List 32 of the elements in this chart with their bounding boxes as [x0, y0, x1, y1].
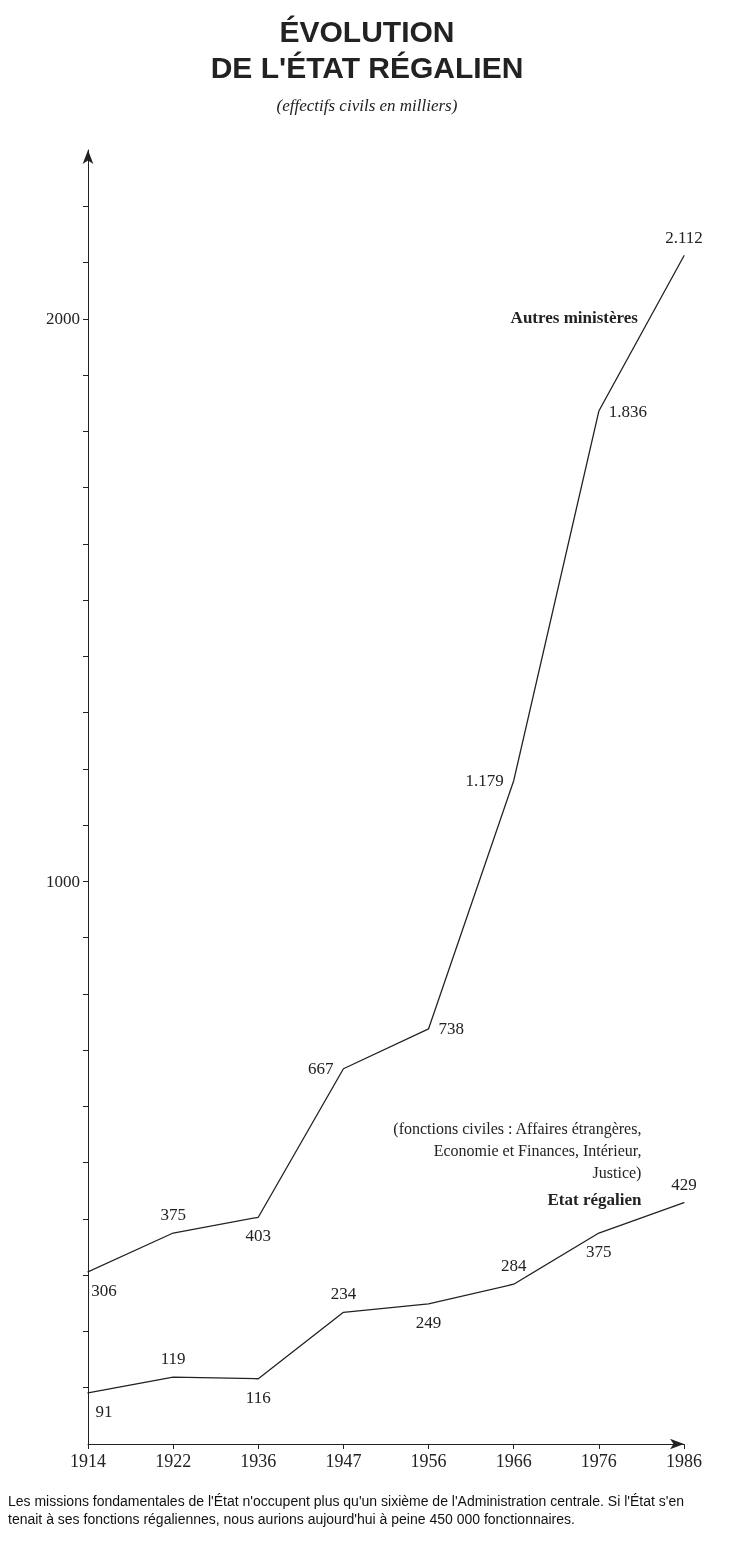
data-label: 91 [95, 1401, 113, 1421]
x-tick-label: 1936 [240, 1451, 277, 1471]
data-label: 667 [307, 1059, 334, 1079]
chart-title: ÉVOLUTION DE L'ÉTAT RÉGALIEN [210, 14, 524, 84]
x-tick-label: 1976 [580, 1451, 617, 1471]
y-tick-label: 1000 [46, 871, 80, 891]
data-label: 738 [438, 1019, 465, 1039]
chart-subtitle: (effectifs civils en milliers) [276, 96, 458, 115]
series-label: Etat régalien [547, 1189, 642, 1209]
data-label: 403 [245, 1226, 272, 1246]
data-label: 119 [160, 1349, 186, 1369]
x-tick-label: 1947 [325, 1451, 362, 1471]
annotation: (fonctions civiles : Affaires étrangères, Economie et Finances, Intérieur, Justice) [393, 1120, 642, 1183]
data-label: 375 [586, 1242, 612, 1262]
data-label: 249 [415, 1312, 442, 1332]
data-label: 284 [500, 1256, 527, 1276]
data-label: 1.179 [465, 771, 504, 791]
data-label: 1.836 [608, 401, 648, 421]
x-tick-label: 1966 [495, 1451, 532, 1471]
data-label: 116 [245, 1387, 271, 1407]
x-tick-label: 1986 [666, 1451, 702, 1471]
x-tick-label: 1914 [70, 1451, 106, 1471]
x-tick-label: 1922 [155, 1451, 192, 1471]
text: Les missions fondamentales de l'État n'occupent plus qu'un sixième de l'Administration centrale. Si l'État s'en tenait à ses fonctions régaliennes, nous aurions aujourd'hui à peine 450 000 fonctionnaires. [8, 1493, 688, 1527]
y-tick-label: 2000 [46, 309, 80, 329]
data-label: 429 [671, 1174, 697, 1194]
series-label: Autres ministères [510, 308, 639, 328]
data-label: 306 [91, 1280, 117, 1300]
data-label: 234 [330, 1284, 357, 1304]
data-label: 375 [160, 1205, 186, 1225]
data-label: 2.112 [665, 227, 703, 247]
x-tick-label: 1956 [410, 1451, 447, 1471]
